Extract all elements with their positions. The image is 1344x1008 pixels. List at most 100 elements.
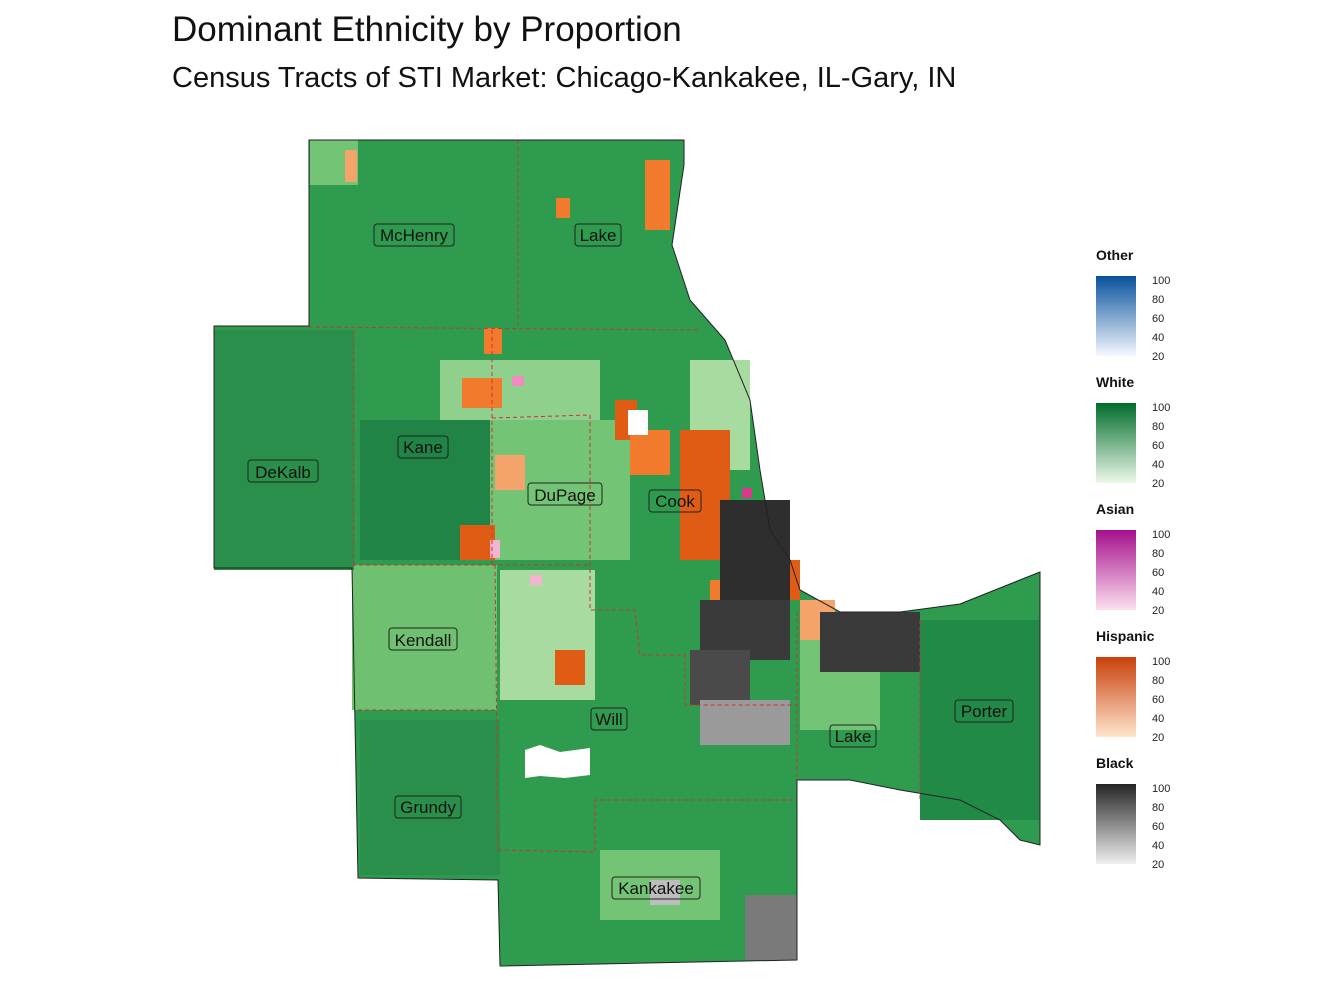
legend-tick: 40 xyxy=(1152,840,1165,852)
tract-patches xyxy=(214,140,1040,960)
legend-gradient xyxy=(1096,276,1136,356)
tract-hispanic xyxy=(495,455,525,490)
county-label-lake-il: Lake xyxy=(574,223,622,247)
county-label-text: Kankakee xyxy=(618,879,694,898)
legend-tick: 20 xyxy=(1152,478,1165,490)
legend-ticks: 100 80 60 40 20 xyxy=(1152,272,1170,367)
legend: Other 100 80 60 40 20 White 100 80 60 40… xyxy=(1096,246,1256,881)
tract-hispanic xyxy=(645,160,670,230)
legend-tick: 80 xyxy=(1152,548,1165,560)
legend-title: Other xyxy=(1096,247,1134,263)
legend-tick: 40 xyxy=(1152,459,1165,471)
legend-hispanic: Hispanic 100 80 60 40 20 xyxy=(1096,627,1256,754)
legend-tick: 100 xyxy=(1152,783,1171,795)
tract-black xyxy=(720,500,790,600)
tract-nodata xyxy=(525,745,590,778)
tract-asian xyxy=(512,376,524,386)
legend-tick: 20 xyxy=(1152,732,1165,744)
legend-tick: 100 xyxy=(1152,275,1171,287)
legend-tick: 80 xyxy=(1152,421,1165,433)
tract-white-light xyxy=(352,565,497,710)
legend-black: Black 100 80 60 40 20 xyxy=(1096,754,1256,881)
legend-ticks: 100 80 60 40 20 xyxy=(1152,399,1170,494)
legend-tick: 60 xyxy=(1152,567,1165,579)
legend-tick: 80 xyxy=(1152,802,1165,814)
legend-tick: 60 xyxy=(1152,440,1165,452)
legend-tick: 80 xyxy=(1152,294,1165,306)
tract-black-light xyxy=(700,700,790,745)
tract-nodata xyxy=(628,410,648,435)
tract-asian xyxy=(530,575,542,585)
legend-tick: 20 xyxy=(1152,859,1165,871)
tract-hispanic xyxy=(484,328,502,354)
county-label-text: Will xyxy=(595,710,622,729)
legend-gradient xyxy=(1096,403,1136,483)
legend-tick: 100 xyxy=(1152,656,1171,668)
legend-title: Hispanic xyxy=(1096,628,1155,644)
boundary-line xyxy=(491,414,798,780)
legend-title: White xyxy=(1096,374,1135,390)
county-label-porter: Porter xyxy=(954,699,1014,723)
legend-gradient xyxy=(1096,530,1136,610)
county-label-text: Grundy xyxy=(400,798,456,817)
county-label-text: McHenry xyxy=(380,226,449,245)
tract-hispanic xyxy=(460,525,495,560)
tract-hispanic xyxy=(555,650,585,685)
map-subtitle: Census Tracts of STI Market: Chicago-Kan… xyxy=(172,62,957,94)
legend-tick: 60 xyxy=(1152,821,1165,833)
tract-hispanic xyxy=(462,378,502,408)
county-label-grundy: Grundy xyxy=(394,795,462,819)
legend-tick: 20 xyxy=(1152,351,1165,363)
legend-tick: 40 xyxy=(1152,713,1165,725)
legend-tick: 60 xyxy=(1152,313,1165,325)
county-label-text: Kendall xyxy=(395,631,452,650)
county-label-lake-in: Lake xyxy=(829,724,877,748)
tract-asian xyxy=(490,540,500,558)
county-label-dupage: DuPage xyxy=(527,482,603,506)
boundary-line xyxy=(494,564,499,851)
market-outline xyxy=(213,139,1041,967)
county-label-kane: Kane xyxy=(397,435,449,459)
county-label-will: Will xyxy=(590,707,628,731)
county-label-text: Kane xyxy=(403,438,443,457)
county-label-kendall: Kendall xyxy=(388,627,458,651)
legend-tick: 40 xyxy=(1152,586,1165,598)
legend-title: Black xyxy=(1096,755,1134,771)
legend-tick: 20 xyxy=(1152,605,1165,617)
county-label-kankakee: Kankakee xyxy=(611,876,701,900)
tract-hispanic xyxy=(630,430,670,475)
choropleth-map: McHenry Lake Kane DeKalb DuPage Cook Ken… xyxy=(213,139,1041,967)
tract-black-light xyxy=(650,880,680,905)
tract-black xyxy=(690,650,750,705)
tract-hispanic xyxy=(345,150,357,182)
county-label-text: Lake xyxy=(835,727,872,746)
legend-tick: 80 xyxy=(1152,675,1165,687)
county-label-text: DuPage xyxy=(534,486,595,505)
tract-hispanic xyxy=(556,198,570,218)
tract-white-dark xyxy=(214,330,354,570)
legend-gradient xyxy=(1096,657,1136,737)
legend-ticks: 100 80 60 40 20 xyxy=(1152,653,1170,748)
county-labels: McHenry Lake Kane DeKalb DuPage Cook Ken… xyxy=(247,223,1014,900)
county-label-text: Porter xyxy=(961,702,1008,721)
county-label-text: Lake xyxy=(580,226,617,245)
legend-other: Other 100 80 60 40 20 xyxy=(1096,246,1256,373)
legend-asian: Asian 100 80 60 40 20 xyxy=(1096,500,1256,627)
legend-tick: 60 xyxy=(1152,694,1165,706)
tract-black-light xyxy=(745,895,797,960)
legend-tick: 100 xyxy=(1152,402,1171,414)
legend-gradient xyxy=(1096,784,1136,864)
legend-tick: 100 xyxy=(1152,529,1171,541)
county-label-mchenry: McHenry xyxy=(373,223,455,247)
county-label-text: Cook xyxy=(655,492,695,511)
legend-white: White 100 80 60 40 20 xyxy=(1096,373,1256,500)
legend-tick: 40 xyxy=(1152,332,1165,344)
tract-asian xyxy=(742,488,752,498)
county-label-text: DeKalb xyxy=(255,463,311,482)
county-label-dekalb: DeKalb xyxy=(247,459,319,483)
tract-black xyxy=(820,612,920,672)
county-boundaries xyxy=(308,140,921,853)
legend-title: Asian xyxy=(1096,501,1135,517)
map-title: Dominant Ethnicity by Proportion xyxy=(172,10,682,49)
tract-white-dark xyxy=(360,720,500,875)
